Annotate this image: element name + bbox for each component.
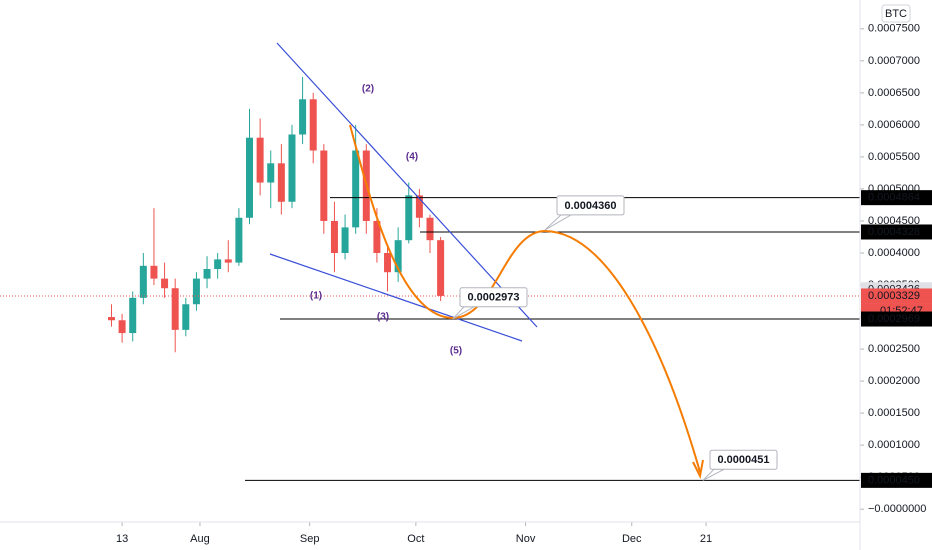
y-tick-label: 0.0002500 — [868, 343, 920, 355]
candle-body — [426, 217, 434, 241]
candle-body — [171, 288, 179, 330]
candle-body — [437, 240, 445, 296]
candle-body — [341, 227, 349, 253]
wave-label: (3) — [377, 312, 389, 323]
x-tick-label: Sep — [300, 533, 320, 545]
candle-body — [107, 317, 115, 321]
x-tick-label: Nov — [516, 533, 536, 545]
x-tick-label: 13 — [116, 533, 128, 545]
y-tick-label: 0.0001500 — [868, 407, 920, 419]
candle-body — [267, 163, 275, 183]
callout-text: 0.0000451 — [718, 454, 770, 466]
callout-text: 0.0004360 — [565, 200, 617, 212]
y-tick-label: 0.0007500 — [868, 23, 920, 35]
candle-body — [235, 217, 243, 263]
candle-body — [118, 320, 126, 334]
candle-body — [203, 269, 211, 279]
candle-body — [373, 220, 381, 253]
callout-box — [459, 287, 528, 308]
candle-body — [309, 99, 317, 151]
hline-price-box-text: 0.0004864 — [868, 192, 920, 204]
last-price-box-text: 0.0003329 — [868, 290, 920, 302]
candle-body — [192, 278, 200, 305]
candle-body — [182, 304, 190, 330]
upper-trendline — [276, 42, 538, 328]
hline-price-box-text: 0.0002969 — [868, 313, 920, 325]
hline-price-box — [861, 224, 932, 240]
callout-text: 0.0002973 — [468, 292, 520, 304]
y-tick-label: 0.0006500 — [868, 87, 920, 99]
projection-curve — [349, 124, 701, 473]
hline-price-box-text: 0.0000450 — [868, 474, 920, 486]
y-tick-label: 0.0006000 — [868, 119, 920, 131]
candle-body — [150, 265, 158, 279]
callout-box — [556, 195, 625, 216]
candle-body — [394, 240, 402, 273]
overlay: 0.00034260.000332901:52:470.00048640.000… — [452, 190, 932, 488]
symbol-badge[interactable] — [881, 4, 911, 23]
hline-price-box — [861, 190, 932, 206]
projection-arrow — [692, 459, 704, 480]
hline-price-box-text: 0.0004328 — [868, 226, 920, 238]
candle-body — [415, 195, 423, 218]
x-tick-label: Aug — [190, 533, 210, 545]
y-tick-label: 0.0004000 — [868, 247, 920, 259]
candle-body — [405, 195, 413, 241]
candle-body — [277, 163, 285, 202]
symbol-badge-text: BTC — [885, 8, 907, 20]
y-tick-label: 0.0004500 — [868, 215, 920, 227]
wave-label: (2) — [362, 84, 374, 95]
y-tick-label: 0.0005500 — [868, 151, 920, 163]
candle-body — [214, 259, 222, 270]
candle-body — [352, 150, 360, 228]
lower-trendline — [269, 253, 523, 342]
x-tick-label: Dec — [622, 533, 642, 545]
candle-body — [246, 137, 254, 218]
y-tick-label: 0.0001000 — [868, 439, 920, 451]
y-tick-label: 0.0007000 — [868, 55, 920, 67]
x-tick-label: Oct — [407, 533, 424, 545]
candle-body — [320, 150, 328, 221]
candle-body — [330, 220, 338, 253]
y-tick-label: 0.0002000 — [868, 375, 920, 387]
last-price-box — [861, 288, 932, 304]
candle-body — [256, 137, 264, 183]
hline-price-box — [861, 472, 932, 488]
x-tick-label: 21 — [700, 533, 712, 545]
candle-body — [139, 265, 147, 298]
candle-body — [384, 252, 392, 273]
candle-body — [224, 259, 232, 263]
y-tick-label: −0.0000000 — [868, 503, 926, 515]
candle-body — [129, 297, 137, 334]
hline-price-box — [861, 311, 932, 327]
callout-box — [709, 449, 778, 470]
candle-body — [161, 278, 169, 289]
wave-label: (4) — [406, 152, 418, 163]
candle-body — [288, 134, 296, 202]
wave-label: (5) — [450, 346, 462, 357]
wave-label: (1) — [310, 291, 322, 302]
candle-body — [299, 99, 307, 135]
